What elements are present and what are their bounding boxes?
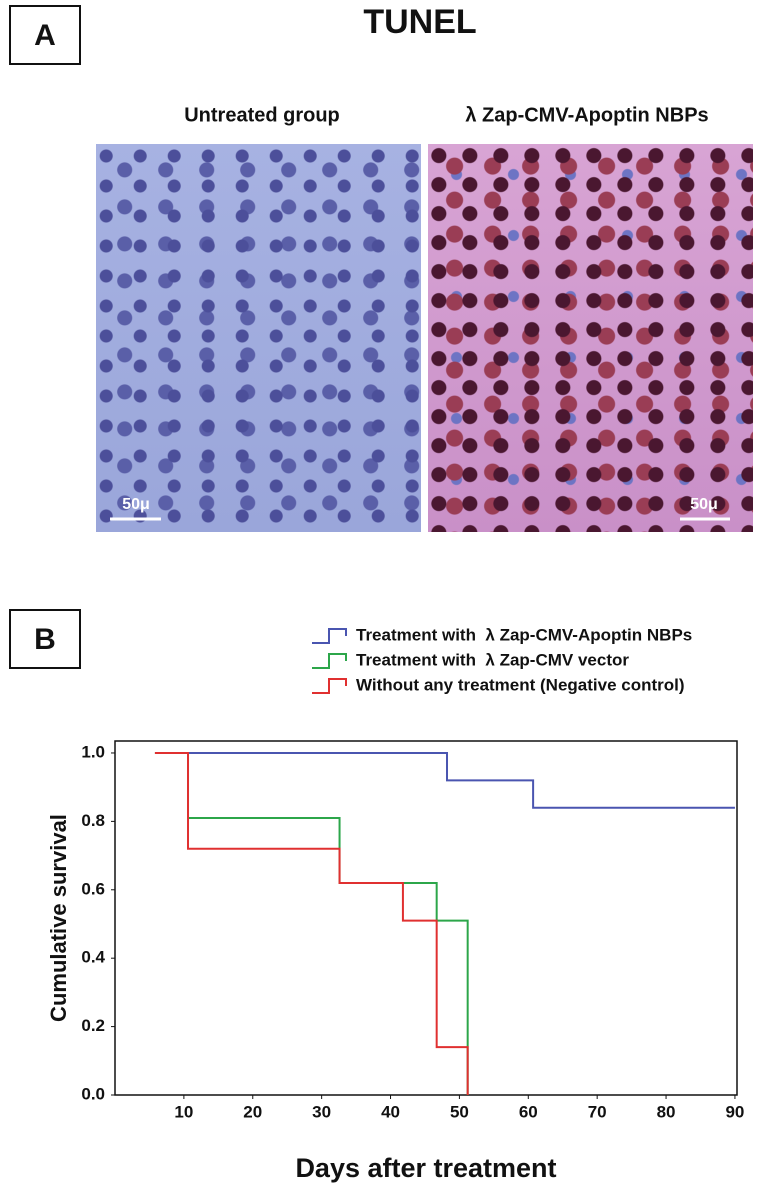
panel-label: A [34,19,56,52]
y-tick-label: 0.0 [81,1084,105,1103]
legend-label: Without any treatment (Negative control) [356,675,685,694]
survival-curve [154,751,469,1095]
panel-title: TUNEL [363,3,476,41]
x-tick-label: 50 [450,1102,469,1121]
image-caption: λ Zap-CMV-Apoptin NBPs [465,104,708,126]
y-tick-label: 0.6 [81,879,105,898]
x-tick-label: 60 [519,1102,538,1121]
plot-frame [114,740,738,1096]
panel-box [9,5,81,65]
y-tick-label: 0.2 [81,1016,105,1035]
x-tick-label: 80 [657,1102,676,1121]
y-tick-label: 1.0 [81,742,105,761]
micrograph-untreated [96,144,421,532]
survival-curve [154,751,469,1095]
legend-swatch [312,678,347,694]
image-caption: Untreated group [184,104,340,126]
legend-label: Treatment with λ Zap-CMV-Apoptin NBPs [356,625,692,644]
x-tick-label: 10 [174,1102,193,1121]
x-tick-label: 40 [381,1102,400,1121]
x-tick-label: 30 [312,1102,331,1121]
scale-bar-label: 50μ [122,496,150,513]
x-axis-label: Days after treatment [295,1153,556,1183]
scale-bar-label: 50μ [690,496,718,513]
panel-box [9,609,81,669]
panel-label: B [34,623,56,656]
x-tick-label: 20 [243,1102,262,1121]
y-tick-label: 0.8 [81,811,105,830]
micrograph-treated [428,144,753,532]
legend-label: Treatment with λ Zap-CMV vector [356,650,629,669]
legend-swatch [312,628,347,644]
x-tick-label: 70 [588,1102,607,1121]
y-tick-label: 0.4 [81,948,105,967]
y-axis-label: Cumulative survival [46,814,71,1022]
legend-swatch [312,653,347,669]
x-tick-label: 90 [725,1102,744,1121]
survival-curve [154,751,735,809]
